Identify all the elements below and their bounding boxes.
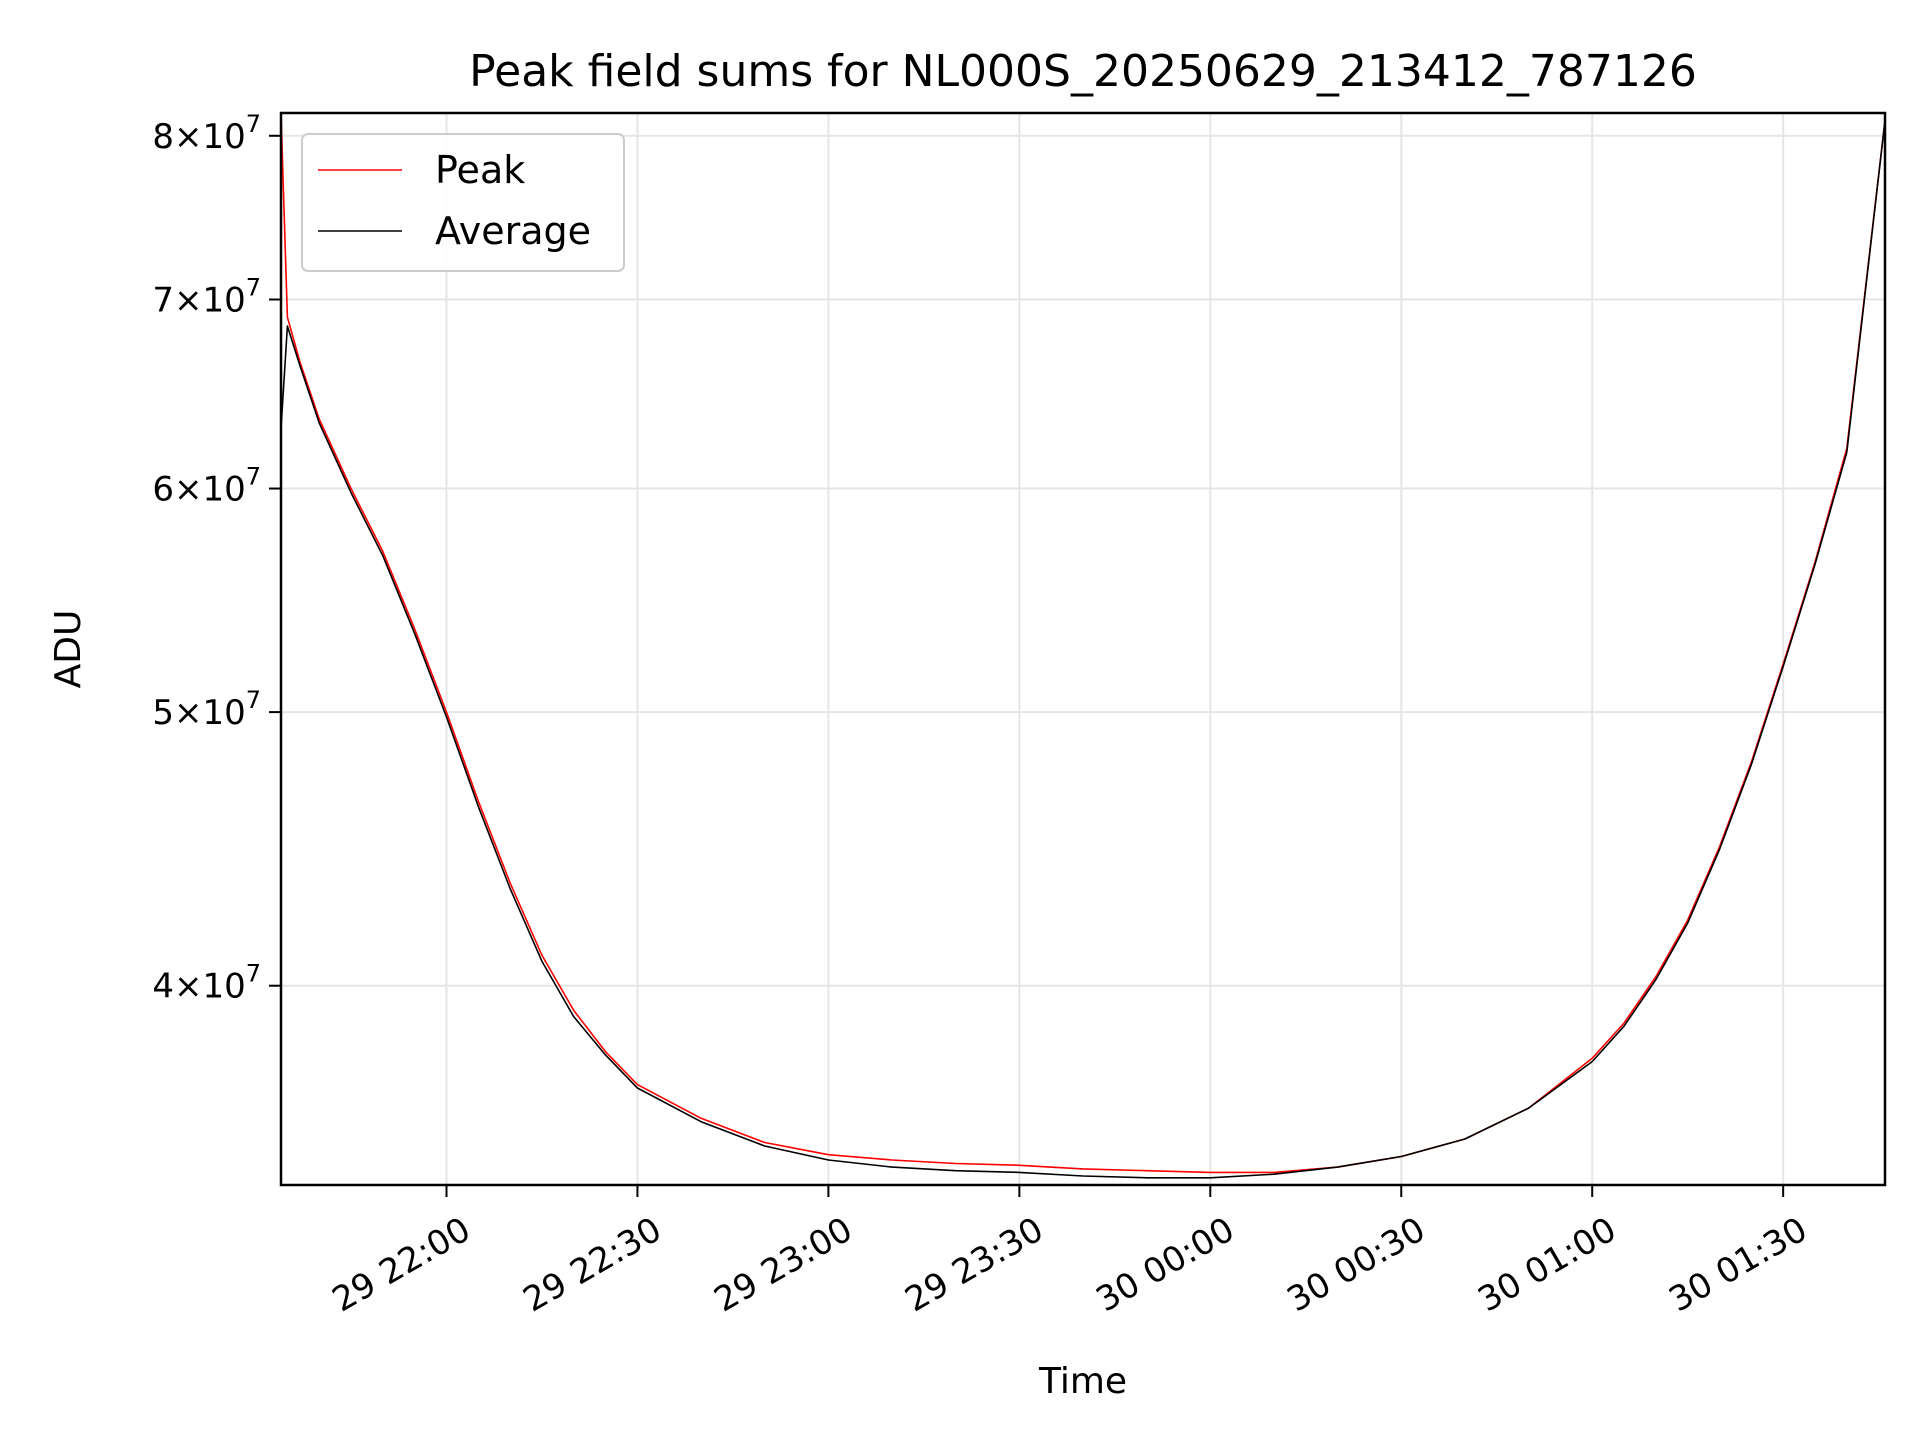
series-line-average: [280, 120, 1886, 1179]
series-layer: [280, 112, 1886, 1179]
legend-label-average: Average: [435, 209, 591, 253]
y-tick-label: 7×107: [152, 274, 261, 321]
grid: [281, 113, 1885, 1185]
y-axis: 4×107 5×107 6×107 7×107 8×107: [152, 110, 281, 1007]
y-tick-label: 5×107: [152, 686, 261, 733]
chart-title: Peak field sums for NL000S_20250629_2134…: [469, 46, 1697, 97]
legend-box: [301, 133, 625, 272]
y-axis-label: ADU: [48, 610, 89, 689]
x-axis-label: Time: [1038, 1361, 1127, 1402]
y-tick-label: 4×107: [152, 960, 261, 1007]
legend: Peak Average: [301, 133, 625, 272]
y-tick-label: 6×107: [152, 463, 261, 510]
series-line-peak: [280, 112, 1886, 1174]
legend-label-peak: Peak: [435, 148, 525, 192]
y-tick-label: 8×107: [152, 110, 261, 157]
plot-frame: [279, 111, 1887, 1187]
